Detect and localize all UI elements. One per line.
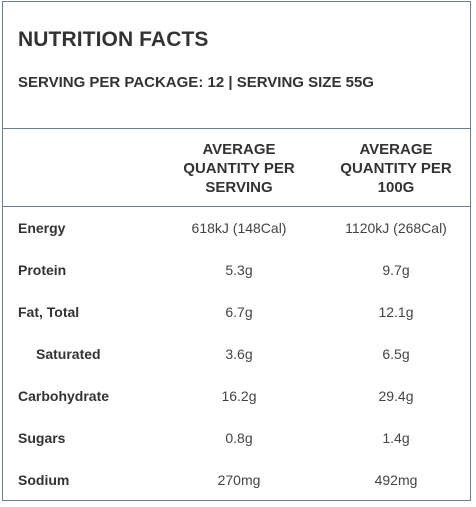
table-row: Energy 618kJ (148Cal) 1120kJ (268Cal): [3, 207, 470, 249]
table-row: Saturated 3.6g 6.5g: [3, 333, 470, 375]
per-serving-value: 3.6g: [225, 346, 253, 362]
column-header-line: QUANTITY PER: [340, 160, 452, 177]
column-headers: AVERAGE QUANTITY PER SERVING AVERAGE QUA…: [3, 129, 470, 207]
column-header-per-100g: AVERAGE QUANTITY PER 100G: [316, 140, 476, 197]
nutrient-label: Energy: [18, 220, 66, 236]
column-header-line: 100G: [377, 179, 415, 196]
per-100g-value: 9.7g: [382, 262, 410, 278]
serving-info: SERVING PER PACKAGE: 12 | SERVING SIZE 5…: [18, 74, 374, 91]
nutrition-facts-panel: NUTRITION FACTS SERVING PER PACKAGE: 12 …: [2, 1, 471, 501]
column-header-line: QUANTITY PER: [183, 160, 295, 177]
per-serving-value: 0.8g: [225, 430, 253, 446]
column-header-line: SERVING: [205, 179, 273, 196]
per-100g-value: 492mg: [374, 472, 418, 488]
per-serving-value: 16.2g: [221, 388, 257, 404]
per-serving-value: 618kJ (148Cal): [191, 220, 287, 236]
per-serving-value: 5.3g: [225, 262, 253, 278]
table-row: Protein 5.3g 9.7g: [3, 249, 470, 291]
nutrient-label: Sugars: [18, 430, 66, 446]
column-header-line: AVERAGE: [202, 141, 276, 158]
per-100g-value: 29.4g: [378, 388, 414, 404]
per-100g-value: 1120kJ (268Cal): [345, 220, 447, 236]
nutrition-header: NUTRITION FACTS SERVING PER PACKAGE: 12 …: [3, 2, 470, 129]
nutrient-table: Energy 618kJ (148Cal) 1120kJ (268Cal) Pr…: [3, 207, 470, 501]
column-header-per-serving: AVERAGE QUANTITY PER SERVING: [159, 140, 319, 197]
per-100g-value: 6.5g: [382, 346, 410, 362]
nutrient-label: Sodium: [18, 472, 70, 488]
per-serving-value: 6.7g: [225, 304, 253, 320]
table-row: Carbohydrate 16.2g 29.4g: [3, 375, 470, 417]
nutrient-label: Protein: [18, 262, 67, 278]
per-serving-value: 270mg: [217, 472, 261, 488]
per-100g-value: 1.4g: [382, 430, 410, 446]
table-row: Sodium 270mg 492mg: [3, 459, 470, 501]
nutrient-label: Fat, Total: [18, 304, 80, 320]
per-100g-value: 12.1g: [378, 304, 414, 320]
table-row: Sugars 0.8g 1.4g: [3, 417, 470, 459]
page-title: NUTRITION FACTS: [18, 28, 209, 51]
nutrient-sub-label: Saturated: [36, 346, 101, 362]
table-row: Fat, Total 6.7g 12.1g: [3, 291, 470, 333]
column-header-line: AVERAGE: [359, 141, 433, 158]
nutrient-label: Carbohydrate: [18, 388, 110, 404]
